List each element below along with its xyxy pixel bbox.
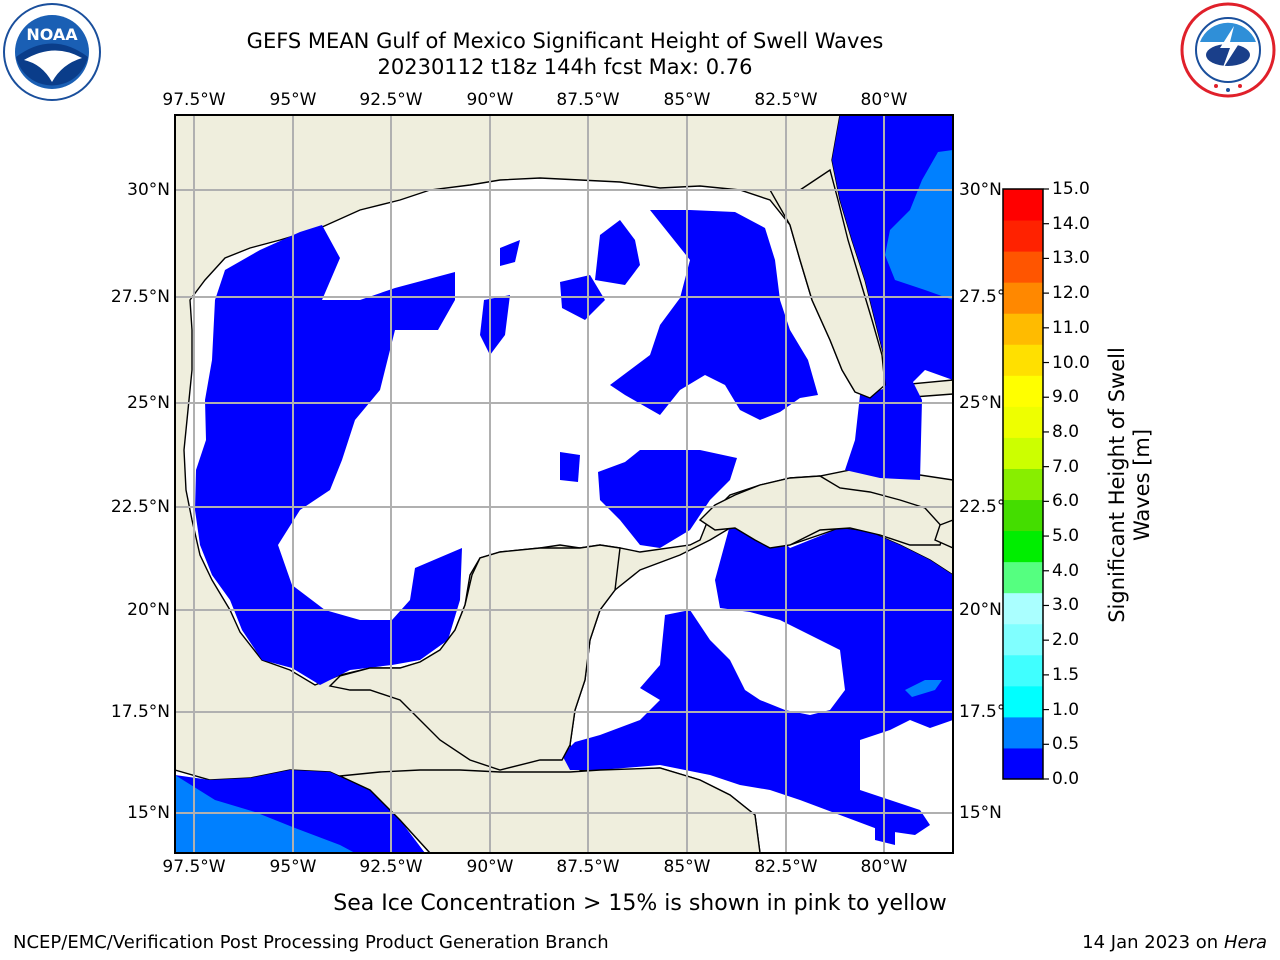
lon-tick-bottom: 97.5°W <box>162 857 226 877</box>
colorbar-tick-label: 6.0 <box>1052 491 1080 512</box>
branch-credit: NCEP/EMC/Verification Post Processing Pr… <box>13 932 609 953</box>
colorbar-tick-label: 1.5 <box>1052 664 1080 685</box>
lon-tick-top: 80°W <box>860 90 908 110</box>
colorbar-tick-label: 12.0 <box>1052 283 1090 304</box>
colorbar-tick-label: 7.0 <box>1052 456 1080 477</box>
chart-title: GEFS MEAN Gulf of Mexico Significant Hei… <box>246 29 884 53</box>
colorbar-tick-label: 3.0 <box>1052 595 1080 616</box>
colorbar-segment <box>1003 251 1043 283</box>
colorbar-tick-label: 9.0 <box>1052 387 1080 408</box>
colorbar-segment <box>1003 313 1043 345</box>
lat-tick-right: 25°N <box>959 393 1002 413</box>
lat-tick-left: 22.5°N <box>110 497 170 517</box>
colorbar-segment <box>1003 468 1043 501</box>
colorbar-tick-label: 4.0 <box>1052 560 1080 581</box>
lat-tick-left: 15°N <box>127 803 170 823</box>
noaa-logo: NOAA <box>3 3 101 101</box>
lon-tick-top: 82.5°W <box>754 90 818 110</box>
colorbar-segment <box>1003 623 1043 656</box>
lat-tick-right: 27.5° <box>959 287 1006 307</box>
swell-0.5-1.0-fill <box>175 150 953 853</box>
colorbar-segment <box>1003 685 1043 718</box>
sea-ice-note: Sea Ice Concentration > 15% is shown in … <box>0 891 1280 916</box>
map-frame <box>174 114 954 854</box>
lat-tick-right: 15°N <box>959 803 1002 823</box>
colorbar-segment <box>1003 499 1043 532</box>
colorbar-tick-label: 0.0 <box>1052 769 1080 789</box>
lat-tick-left: 25°N <box>127 393 170 413</box>
colorbar-tick-label: 2.0 <box>1052 630 1080 651</box>
colorbar-segment <box>1003 716 1043 749</box>
lon-tick-bottom: 90°W <box>466 857 514 877</box>
lon-tick-top: 97.5°W <box>162 90 226 110</box>
colorbar-tick-label: 1.0 <box>1052 699 1080 720</box>
colorbar-frame <box>1002 188 1044 780</box>
colorbar-tick-label: 13.0 <box>1052 248 1090 269</box>
colorbar-segment <box>1003 437 1043 469</box>
colorbar <box>1002 188 1049 780</box>
lat-tick-right: 20°N <box>959 600 1002 620</box>
colorbar-tick-label: 0.5 <box>1052 734 1080 755</box>
lat-tick-left: 20°N <box>127 600 170 620</box>
colorbar-segment <box>1003 220 1043 252</box>
lat-tick-right: 30°N <box>959 180 1002 200</box>
colorbar-title: Significant Height of Swell Waves [m] <box>1105 347 1155 623</box>
lat-tick-left: 27.5°N <box>110 287 170 307</box>
colorbar-title-line1: Significant Height of Swell <box>1105 347 1129 623</box>
lat-tick-right: 17.5° <box>959 702 1006 722</box>
colorbar-tick-label: 15.0 <box>1052 179 1090 199</box>
lon-tick-top: 85°W <box>663 90 711 110</box>
colorbar-segment <box>1003 561 1043 594</box>
colorbar-segment <box>1003 282 1043 314</box>
colorbar-tick-label: 5.0 <box>1052 526 1080 547</box>
hispaniola-land <box>934 519 953 549</box>
colorbar-tick-marks <box>1043 188 1049 780</box>
colorbar-title-line2: Waves [m] <box>1130 428 1154 542</box>
lon-tick-bottom: 87.5°W <box>556 857 620 877</box>
lon-tick-bottom: 95°W <box>269 857 317 877</box>
colorbar-segment <box>1003 406 1043 438</box>
lon-tick-top: 87.5°W <box>556 90 620 110</box>
lon-tick-bottom: 85°W <box>663 857 711 877</box>
lon-tick-top: 90°W <box>466 90 514 110</box>
colorbar-segment <box>1003 344 1043 376</box>
colorbar-segments <box>1003 189 1043 780</box>
lat-tick-left: 17.5°N <box>110 702 170 722</box>
chart-subtitle: 20230112 t18z 144h fcst Max: 0.76 <box>377 55 753 79</box>
colorbar-tick-label: 8.0 <box>1052 421 1080 442</box>
central-america-land <box>337 767 761 853</box>
host-name: Hera <box>1223 932 1267 953</box>
lon-tick-bottom: 82.5°W <box>754 857 818 877</box>
colorbar-tick-label: 11.0 <box>1052 317 1090 338</box>
colorbar-segment <box>1003 189 1043 221</box>
nws-logo <box>1180 2 1276 98</box>
graticule <box>175 115 953 853</box>
colorbar-segment <box>1003 747 1043 780</box>
lon-tick-bottom: 92.5°W <box>359 857 423 877</box>
colorbar-segment <box>1003 592 1043 625</box>
lon-tick-bottom: 80°W <box>860 857 908 877</box>
noaa-logo-text: NOAA <box>26 25 78 44</box>
yucatan-land <box>328 544 621 771</box>
colorbar-segment <box>1003 530 1043 563</box>
sea-ice-note-text: Sea Ice Concentration > 15% is shown in … <box>333 891 947 916</box>
lat-tick-left: 30°N <box>127 180 170 200</box>
lat-tick-right: 22.5° <box>959 497 1006 517</box>
colorbar-tick-label: 14.0 <box>1052 213 1090 234</box>
date-text: 14 Jan 2023 on <box>1082 932 1219 953</box>
colorbar-segment <box>1003 375 1043 407</box>
colorbar-segment <box>1003 654 1043 687</box>
colorbar-tick-label: 10.0 <box>1052 352 1090 373</box>
lon-tick-top: 92.5°W <box>359 90 423 110</box>
lon-tick-top: 95°W <box>269 90 317 110</box>
date-credit: 14 Jan 2023 on Hera <box>1082 932 1267 953</box>
